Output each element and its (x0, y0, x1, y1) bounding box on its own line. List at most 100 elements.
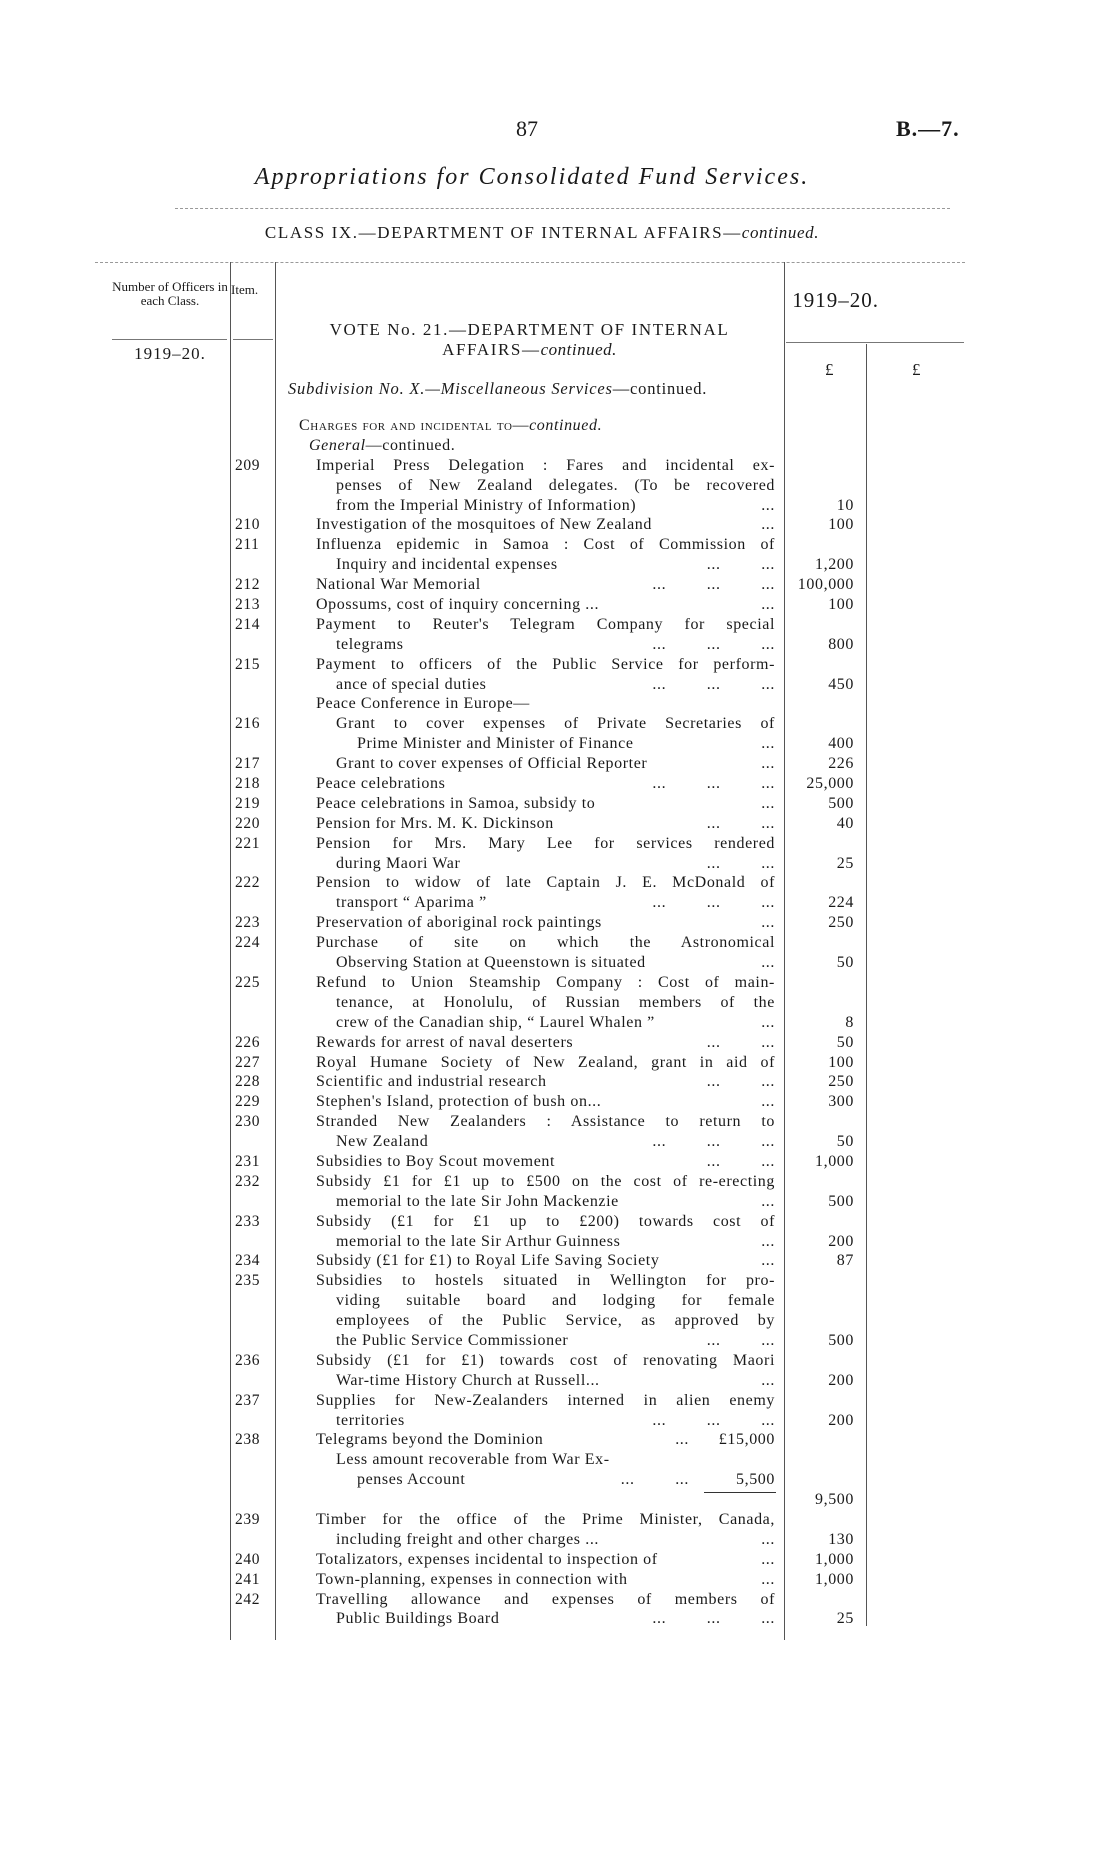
spacer (595, 794, 753, 814)
table-row: 228 Scientific and industrial research...… (0, 1072, 1114, 1092)
spacer (619, 1192, 753, 1212)
amount: 400 (828, 735, 854, 753)
description-main: Charges for and incidental to— (299, 417, 530, 434)
amount: 25 (836, 854, 854, 872)
description-main: Pension to widow of late Captain J. E. M… (316, 874, 775, 892)
item-description: Totalizators, expenses incidental to ins… (316, 1550, 775, 1570)
table-row: territories ... ... ... 200 (0, 1411, 1114, 1431)
item-description: Royal Humane Society of New Zealand, gra… (316, 1053, 775, 1073)
description-main: Scientific and industrial research (316, 1073, 547, 1091)
leader-dots: ... (761, 794, 775, 812)
item-description: Pension to widow of late Captain J. E. M… (316, 873, 775, 893)
column-divider (275, 262, 276, 1640)
officers-year: 1919–20. (134, 344, 206, 363)
item-description: Payment to Reuter's Telegram Company for… (316, 615, 775, 635)
item-description: Influenza epidemic in Samoa : Cost of Co… (316, 535, 775, 555)
description-text: Pension for Mrs. M. K. Dickinson (316, 814, 554, 834)
spacer (628, 1570, 754, 1590)
item-description: Subsidies to Boy Scout movement ... ... (316, 1152, 775, 1172)
table-row: General—continued. (0, 436, 1114, 456)
description-text: Supplies for New-Zealanders interned in … (316, 1391, 775, 1411)
table-row: crew of the Canadian ship, “ Laurel Whal… (0, 1013, 1114, 1033)
description-text: Influenza epidemic in Samoa : Cost of Co… (316, 535, 775, 555)
table-row: Inquiry and incidental expenses ... ... 1,… (0, 555, 1114, 575)
description-main: tenance, at Honolulu, of Russian members… (336, 993, 775, 1011)
description-text: Telegrams beyond the Dominion (316, 1430, 543, 1450)
item-description: National War Memorial ... ... ... (316, 575, 775, 595)
item-description: Supplies for New-Zealanders interned in … (316, 1391, 775, 1411)
table-row: transport “ Aparima ” ... ... ... 224 (0, 893, 1114, 913)
item-description: Town-planning, expenses in connection wi… (316, 1570, 775, 1590)
item-description: Subsidy £1 for £1 up to £500 on the cost… (316, 1172, 775, 1192)
amount: 9,500 (815, 1491, 854, 1509)
description-main: crew of the Canadian ship, “ Laurel Whal… (336, 1013, 655, 1031)
item-description: during Maori War ... ... (336, 854, 775, 874)
vote-heading: VOTE No. 21.—DEPARTMENT OF INTERNAL AFFAI… (275, 320, 784, 360)
description-main: Investigation of the mosquitoes of New Z… (316, 516, 652, 534)
description-main: Rewards for arrest of naval deserters (316, 1033, 574, 1051)
item-number: 232 (235, 1172, 261, 1190)
item-description: Peace Conference in Europe— (316, 694, 775, 714)
table-row: ance of special duties ... ... ... 450 (0, 675, 1114, 695)
table-row: 232 Subsidy £1 for £1 up to £500 on the c… (0, 1172, 1114, 1192)
spacer (481, 575, 645, 595)
description-text: Public Buildings Board (336, 1609, 499, 1629)
spacer (636, 496, 753, 516)
item-number: 223 (235, 914, 261, 932)
description-main: Subsidies to Boy Scout movement (316, 1152, 556, 1170)
table-row: New Zealand ... ... ... 50 (0, 1132, 1114, 1152)
table-row: 219 Peace celebrations in Samoa, subsidy … (0, 794, 1114, 814)
amount: 250 (828, 914, 854, 932)
item-description: Investigation of the mosquitoes of New Z… (316, 515, 775, 535)
spacer (530, 694, 775, 714)
amount: 130 (828, 1530, 854, 1548)
item-description: Observing Station at Queenstown is situa… (336, 953, 775, 973)
description-main: Travelling allowance and expenses of mem… (316, 1590, 775, 1608)
description-main: Stephen's Island, protection of bush on.… (316, 1093, 602, 1111)
spacer (445, 774, 644, 794)
leader-dots: ... ... ... (652, 576, 775, 594)
spacer (610, 1450, 775, 1470)
spacer (547, 1072, 699, 1092)
description-text: Observing Station at Queenstown is situa… (336, 953, 646, 973)
description-main: Royal Humane Society of New Zealand, gra… (316, 1053, 775, 1071)
item-description: Purchase of site on which the Astronomic… (316, 933, 775, 953)
description-main: Peace celebrations in Samoa, subsidy to (316, 794, 596, 812)
item-description: from the Imperial Ministry of Informatio… (336, 496, 775, 516)
description-main: Grant to cover expenses of Private Secre… (336, 715, 775, 733)
leader-dots: ... ... ... (652, 775, 775, 793)
amount: 200 (828, 1371, 854, 1389)
item-description: Public Buildings Board ... ... ... (336, 1609, 775, 1629)
item-number: 225 (235, 973, 261, 991)
description-text: Subsidy (£1 for £1) to Royal Life Saving… (316, 1251, 659, 1271)
item-number: 240 (235, 1550, 261, 1568)
description-main: Preservation of aboriginal rock painting… (316, 914, 602, 932)
item-description: New Zealand ... ... ... (336, 1132, 775, 1152)
spacer (646, 953, 753, 973)
leader-dots: ... ... ... (652, 1610, 775, 1628)
description-main: Purchase of site on which the Astronomic… (316, 934, 775, 952)
description-text: Stranded New Zealanders : Assistance to … (316, 1112, 775, 1132)
description-main: Peace Conference in Europe— (316, 695, 530, 713)
table-row: 229 Stephen's Island, protection of bush … (0, 1092, 1114, 1112)
description-main: telegrams (336, 635, 404, 653)
item-description: the Public Service Commissioner ... ... (336, 1331, 775, 1351)
amount: 100 (828, 516, 854, 534)
spacer (568, 1331, 698, 1351)
item-description: Refund to Union Steamship Company : Cost… (316, 973, 775, 993)
item-description: War-time History Church at Russell...... (336, 1371, 775, 1391)
item-description: Subsidies to hostels situated in Welling… (316, 1271, 775, 1291)
leader-dots: ... (761, 496, 775, 514)
amount: 100 (828, 596, 854, 614)
sub-amount: 5,500 (736, 1471, 775, 1489)
spacer (554, 814, 699, 834)
subdivision-continued: —continued. (612, 379, 708, 398)
leader-dots: ... ... (706, 1073, 775, 1091)
description-text: Peace celebrations in Samoa, subsidy to (316, 794, 595, 814)
description-main: War-time History Church at Russell... (336, 1371, 600, 1389)
leader-dots: ... (675, 1431, 689, 1449)
spacer (599, 1530, 753, 1550)
table-row: 216 Grant to cover expenses of Private Se… (0, 714, 1114, 734)
table-row: 239 Timber for the office of the Prime Mi… (0, 1510, 1114, 1530)
amount: 800 (828, 635, 854, 653)
